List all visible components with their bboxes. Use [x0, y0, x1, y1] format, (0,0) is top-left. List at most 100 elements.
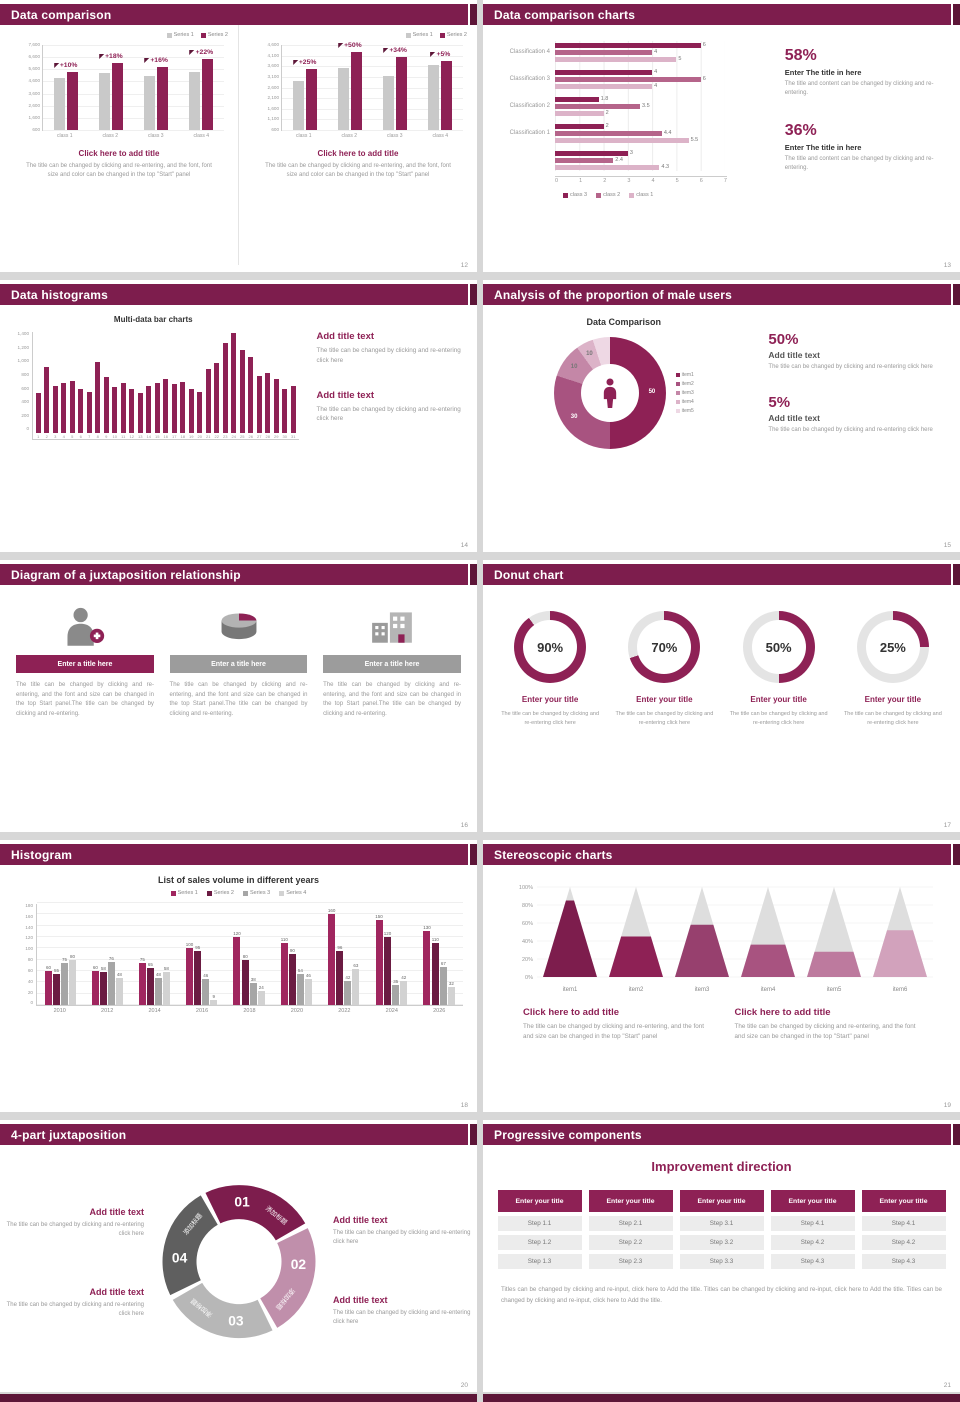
stat-percentage: 5%: [768, 394, 791, 411]
donut-row: 50 30 10 10 item1 item2 item3 item4 item5: [483, 337, 764, 449]
y-axis-label: 4,600: [267, 42, 280, 47]
slide-male-users-proportion[interactable]: Analysis of the proportion of male users…: [483, 280, 960, 552]
slide-donut-chart[interactable]: Donut chart 90% Enter your title The title…: [483, 560, 960, 832]
y-axis-label: 800: [21, 371, 29, 377]
bar: [555, 130, 662, 136]
bar: [555, 42, 701, 48]
header-notch: [951, 564, 960, 585]
next-row-slide-edges: [0, 1394, 960, 1402]
series1-bar: [189, 72, 201, 130]
y-axis-label: 4,600: [28, 78, 41, 84]
y-axis-label: 180: [25, 903, 33, 908]
plot-area: 7,600 6,600 5,600 4,600 3,600 2,600 1,600 600 +1…: [29, 42, 224, 132]
slide-data-comparison[interactable]: Data comparison Series 1 Series 2 7,600 6,6…: [0, 0, 477, 272]
segment-number: 03: [228, 1312, 244, 1328]
bar: [296, 974, 304, 1005]
donut-hole: [580, 364, 639, 422]
legend-item: Series 2: [200, 31, 228, 39]
slide-progressive-components[interactable]: Progressive components Improvement direc…: [483, 1120, 960, 1392]
step-cell: Step 1.2: [497, 1235, 582, 1250]
page-number: 15: [943, 542, 951, 549]
gridline: [43, 57, 224, 59]
slide-content: Enter a title here The title can be chan…: [0, 585, 477, 825]
chart-title: Data Comparison: [586, 317, 661, 327]
value-label: 65: [147, 962, 153, 968]
donut-body: The title can be changed by clicking and…: [729, 711, 828, 726]
stat-title: Add title text: [768, 350, 820, 360]
slide-title-bar: 4-part juxtaposition: [0, 1124, 477, 1145]
y-axis-label: 600: [32, 127, 40, 132]
slide-data-histograms[interactable]: Data histograms Multi-data bar charts 1,…: [0, 280, 477, 552]
category-label: Classification 1: [509, 130, 550, 136]
page-number: 21: [943, 1382, 951, 1389]
mini-column-chart: Series 1 Series 2 4,600 4,100 3,600 3,100 2,60…: [238, 25, 477, 265]
step-columns: Enter your title Step 1.1 Step 1.2 Step 1.3…: [483, 1190, 960, 1269]
slide-histogram[interactable]: Histogram List of sales volume in differ…: [0, 840, 477, 1112]
y-axis-label: 160: [25, 913, 33, 919]
x-axis-label: 23: [223, 434, 228, 439]
slide-4-part-juxtaposition[interactable]: 4-part juxtaposition 01 添加标题 02 添加标题 03 添加标题 0…: [0, 1120, 477, 1392]
gridline: [282, 87, 463, 89]
bar: [44, 971, 52, 1005]
x-axis-label: 7: [723, 178, 727, 184]
bar: [180, 381, 186, 433]
bars: +10% +18% +16% +22%: [43, 45, 224, 130]
step-cell: Step 3.3: [679, 1254, 764, 1269]
bar: [107, 961, 115, 1005]
header-notch: [951, 4, 960, 25]
legend-item: Series 1: [405, 31, 433, 39]
bar: [239, 350, 245, 433]
y-axis-label: 140: [25, 924, 33, 930]
slide-data-comparison-charts[interactable]: Data comparison charts Classification 4 6…: [483, 0, 960, 272]
category-label: Classification 3: [509, 76, 550, 82]
x-axis-label: 27: [257, 434, 262, 439]
bar-chart-zone: Multi-data bar charts 1,400 1,200 1,000 800…: [0, 305, 301, 545]
x-axis-label: 12: [129, 434, 134, 439]
slide-title: Stereoscopic charts: [494, 847, 613, 862]
x-axis-label: class 1: [56, 133, 73, 139]
growth-label: +50%: [338, 42, 362, 49]
y-axis-label: 600: [21, 385, 29, 391]
series2-bar: [350, 52, 362, 130]
legend-item: Series 2: [439, 31, 467, 39]
body-text: The title can be changed by clicking and…: [323, 682, 461, 717]
text-block: Add title text The title can be changed …: [333, 1295, 471, 1328]
value-label: 5.5: [690, 137, 699, 143]
flag-icon: [338, 43, 344, 49]
chart-title: Multi-data bar charts: [113, 315, 193, 324]
bar: [555, 56, 677, 62]
x-axis-label: 2018: [243, 1008, 256, 1014]
slice-value-label: 30: [570, 414, 578, 421]
page-number: 13: [943, 262, 951, 269]
slide-stereoscopic-charts[interactable]: Stereoscopic charts 100% 80% 60% 40% 20% 0% it…: [483, 840, 960, 1112]
bar: [129, 388, 135, 433]
x-axis-label: 13: [138, 434, 143, 439]
grouped-bar-chart: 60 55 75 80 60 58 76 48 75 65 48 58 100 95 46 9 120 80 38 2…: [36, 902, 463, 1006]
legend-label: item3: [681, 390, 694, 396]
hbar-group: Classification 4 6 4 5: [493, 41, 775, 63]
slice-value-label: 10: [586, 350, 593, 357]
gridline: [282, 108, 463, 110]
gridline: [282, 66, 463, 68]
y-axis-label: 40: [27, 978, 33, 984]
series2-bar: [202, 58, 214, 130]
plot-wrap: 60 55 75 80 60 58 76 48 75 65 48 58 100 95 46 9 120 80 38 2…: [36, 902, 463, 1014]
bar: [146, 385, 152, 433]
slide-juxtaposition-diagram[interactable]: Diagram of a juxtaposition relationship …: [0, 560, 477, 832]
slice-value-label: 10: [570, 363, 578, 370]
x-axis-label: class 4: [432, 133, 449, 139]
text-block: Click here to add title The title can be …: [523, 1007, 709, 1042]
bar-group: +22%: [189, 45, 214, 130]
legend-swatch: [439, 32, 445, 38]
legend-swatch: [405, 32, 411, 38]
series2-bar: [66, 72, 78, 130]
stat-percentage: 58%: [784, 47, 817, 64]
bar-group: +10%: [53, 45, 78, 130]
bar: [154, 977, 162, 1005]
caption-title: Click here to add title: [78, 149, 160, 158]
gridline: [43, 130, 224, 131]
bar-column: 10: [112, 386, 119, 439]
progressive-column: Enter your title Step 3.1 Step 3.2 Step 3.3: [679, 1190, 764, 1269]
bar: [112, 386, 118, 433]
cone-fill: [872, 930, 927, 977]
